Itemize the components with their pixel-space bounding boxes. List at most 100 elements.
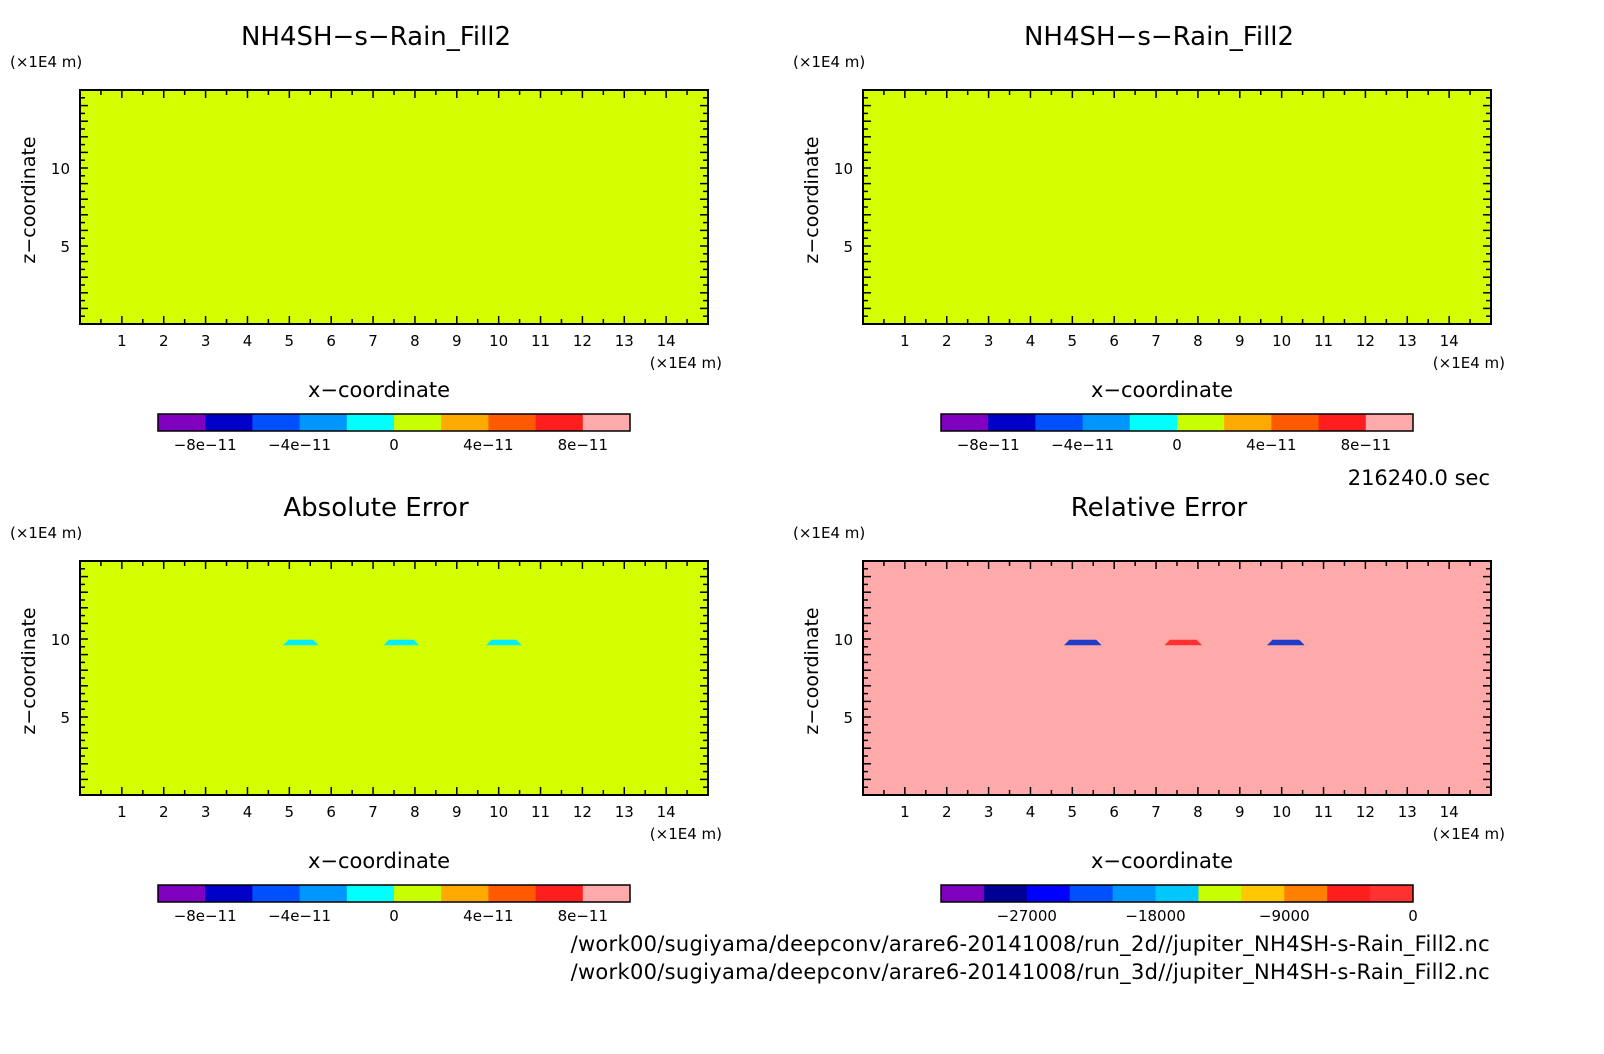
- x-tick-label: 1: [900, 803, 910, 821]
- x-tick-label: 2: [159, 803, 169, 821]
- x-tick-label: 11: [531, 332, 550, 350]
- x-tick-label: 4: [1026, 803, 1036, 821]
- x-tick-label: 12: [1356, 332, 1375, 350]
- colorbar-segment: [1284, 885, 1328, 902]
- x-tick-label: 6: [1109, 332, 1119, 350]
- y-axis-label: z−coordinate: [18, 136, 40, 263]
- colorbar-segment: [1271, 414, 1320, 431]
- x-tick-label: 3: [201, 803, 211, 821]
- colorbar-segment: [441, 885, 489, 902]
- colorbar-segment: [1177, 414, 1225, 431]
- colorbar-segment: [441, 414, 489, 431]
- y-axis-unit: (×1E4 m): [793, 524, 865, 542]
- x-axis-unit: (×1E4 m): [650, 354, 722, 372]
- contour-feature: [283, 639, 319, 646]
- colorbar-segment: [1035, 414, 1084, 431]
- y-tick-label: 5: [843, 238, 853, 256]
- x-axis-unit: (×1E4 m): [1433, 354, 1505, 372]
- file-path-3d: /work00/sugiyama/deepconv/arare6-2014100…: [570, 960, 1490, 984]
- colorbar-segment: [941, 885, 985, 902]
- colorbar-segment: [346, 414, 395, 431]
- x-tick-label: 7: [1151, 332, 1161, 350]
- colorbar-tick-label: −27000: [997, 907, 1057, 925]
- colorbar-tick-label: −4e−11: [1051, 436, 1114, 454]
- colorbar-segment: [1241, 885, 1285, 902]
- x-tick-label: 7: [1151, 803, 1161, 821]
- x-tick-label: 3: [984, 332, 994, 350]
- colorbar-segment: [252, 414, 301, 431]
- y-tick-label: 5: [60, 238, 70, 256]
- x-tick-label: 7: [368, 332, 378, 350]
- contour-feature: [1267, 639, 1305, 646]
- y-axis-unit: (×1E4 m): [10, 524, 82, 542]
- x-axis-label: x−coordinate: [308, 378, 450, 402]
- colorbar-segment: [1224, 414, 1272, 431]
- chart-panel-4: Relative Error(×1E4 m)1 2 3 4 5 6 7 8 9 10 11 12 13 1…: [793, 493, 1505, 925]
- y-axis-label: z−coordinate: [801, 136, 823, 263]
- colorbar-segment: [535, 414, 584, 431]
- colorbar-segment: [1069, 885, 1114, 902]
- colorbar-tick-label: 4e−11: [463, 436, 513, 454]
- colorbar-tick-label: 0: [389, 436, 399, 454]
- colorbar-segment: [1082, 414, 1131, 431]
- x-tick-label: 5: [285, 803, 295, 821]
- x-tick-label: 14: [657, 332, 676, 350]
- x-tick-label: 4: [1026, 332, 1036, 350]
- colorbar-tick-label: 8e−11: [558, 907, 608, 925]
- colorbar-segment: [299, 414, 348, 431]
- x-tick-label: 7: [368, 803, 378, 821]
- colorbar-tick-label: 0: [1408, 907, 1418, 925]
- colorbar-segment: [1112, 885, 1157, 902]
- plot-area: [80, 561, 708, 795]
- colorbar-segment: [158, 414, 206, 431]
- x-tick-label: 14: [657, 803, 676, 821]
- x-tick-label: 14: [1440, 803, 1459, 821]
- plot-area: [863, 90, 1491, 324]
- x-tick-label: 6: [1109, 803, 1119, 821]
- colorbar-frame: [157, 884, 631, 903]
- x-tick-label: 5: [1068, 803, 1078, 821]
- colorbar-segment: [394, 885, 442, 902]
- x-tick-label: 8: [1193, 332, 1203, 350]
- x-tick-label: 11: [1314, 803, 1333, 821]
- colorbar-tick-label: −8e−11: [174, 436, 237, 454]
- x-tick-label: 2: [942, 332, 952, 350]
- plot-area: [80, 90, 708, 324]
- x-axis-label: x−coordinate: [1091, 849, 1233, 873]
- x-tick-label: 4: [243, 803, 253, 821]
- colorbar-frame: [940, 413, 1414, 432]
- x-tick-label: 9: [1235, 332, 1245, 350]
- x-tick-label: 11: [1314, 332, 1333, 350]
- y-tick-label: 5: [60, 709, 70, 727]
- y-tick-label: 10: [51, 160, 70, 178]
- chart-panel-3: Absolute Error(×1E4 m)1 2 3 4 5 6 7 8 9 10 11 12 13 1…: [10, 493, 722, 925]
- chart-title: Absolute Error: [283, 493, 469, 523]
- colorbar-segment: [1370, 885, 1414, 902]
- x-tick-label: 9: [452, 332, 462, 350]
- x-tick-label: 12: [573, 332, 592, 350]
- colorbar-tick-label: −4e−11: [268, 436, 331, 454]
- colorbar-segment: [535, 885, 584, 902]
- colorbar-segment: [988, 414, 1036, 431]
- x-tick-label: 3: [984, 803, 994, 821]
- time-label: 216240.0 sec: [1347, 466, 1490, 490]
- colorbar-tick-label: −4e−11: [268, 907, 331, 925]
- x-tick-label: 13: [1398, 332, 1417, 350]
- contour-feature: [383, 639, 420, 646]
- colorbar-segment: [1155, 885, 1199, 902]
- plot-area: [863, 561, 1491, 795]
- x-tick-label: 9: [1235, 803, 1245, 821]
- chart-title: NH4SH−s−Rain_Fill2: [1024, 22, 1294, 52]
- file-path-2d: /work00/sugiyama/deepconv/arare6-2014100…: [570, 932, 1490, 956]
- colorbar-segment: [1318, 414, 1367, 431]
- chart-panel-2: NH4SH−s−Rain_Fill2(×1E4 m)1 2 3 4 5 6 7 8 9 10 11 1…: [793, 22, 1505, 454]
- colorbar-tick-label: 0: [1172, 436, 1182, 454]
- x-tick-label: 8: [410, 332, 420, 350]
- colorbar-segment: [394, 414, 442, 431]
- colorbar-segment: [1365, 414, 1414, 431]
- colorbar-segment: [346, 885, 395, 902]
- colorbar-tick-label: 0: [389, 907, 399, 925]
- x-tick-label: 5: [285, 332, 295, 350]
- colorbar-segment: [299, 885, 348, 902]
